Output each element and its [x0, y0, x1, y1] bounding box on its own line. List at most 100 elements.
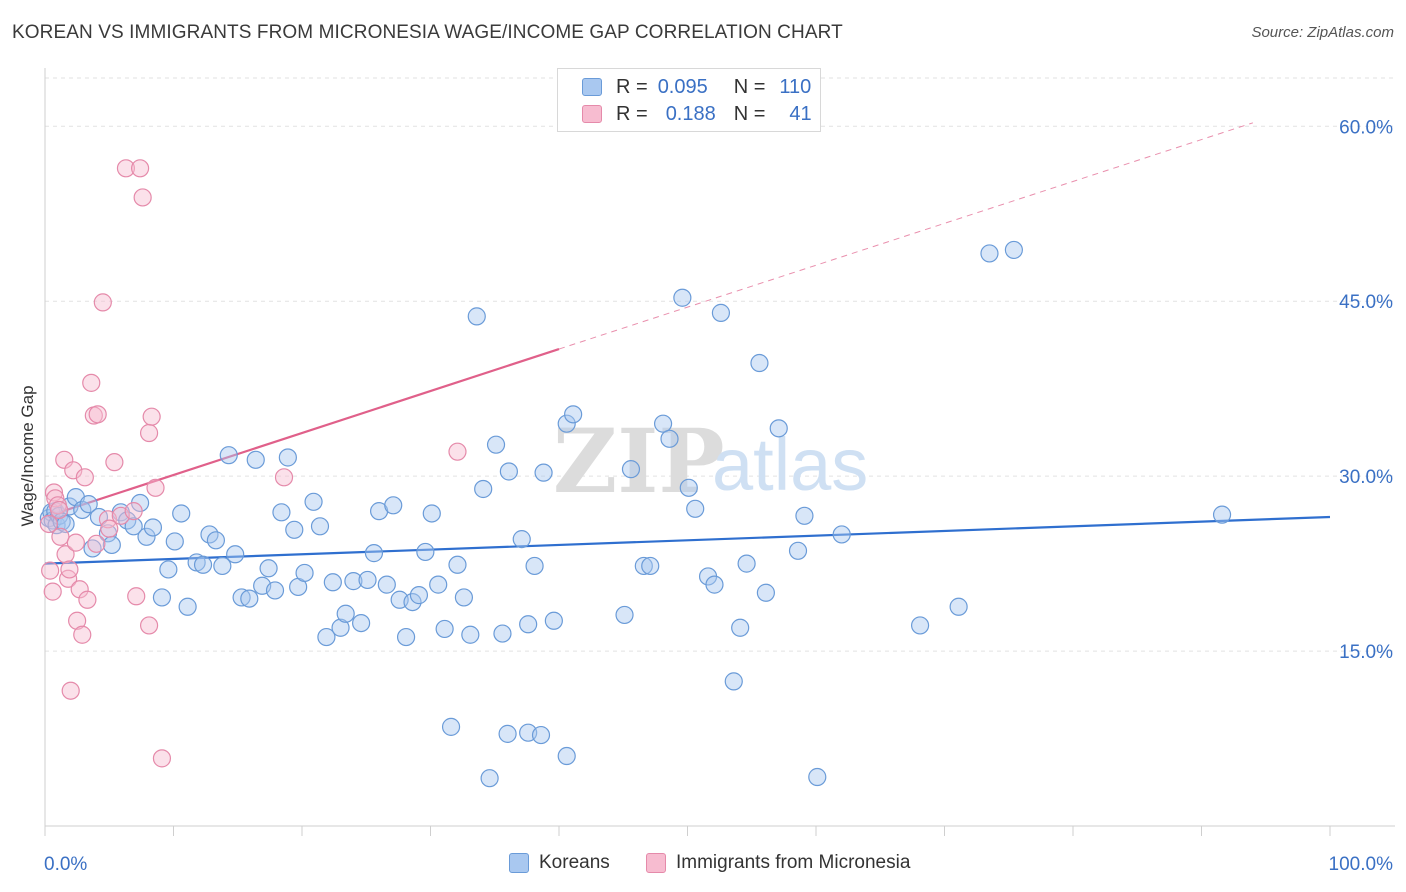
point-koreans: [808, 767, 827, 787]
watermark-zip: ZIP: [553, 409, 725, 513]
legend-n-label: N =: [733, 75, 766, 98]
legend-r-value: 0.188: [665, 102, 716, 125]
chart-source: Source: ZipAtlas.com: [1251, 24, 1394, 41]
point-micronesia: [78, 590, 97, 609]
point-koreans: [557, 414, 576, 433]
point-koreans: [364, 544, 384, 563]
y-axis-label: Wage/Income Gap: [18, 385, 37, 526]
point-koreans: [377, 575, 396, 594]
point-koreans: [124, 517, 143, 536]
point-koreans: [358, 570, 377, 590]
point-koreans: [832, 525, 851, 544]
stats-legend: R = 0.095 N = 110 R = 0.188 N = 41: [557, 68, 821, 132]
point-koreans: [178, 597, 197, 616]
point-koreans: [557, 746, 576, 766]
point-koreans: [206, 531, 226, 550]
point-koreans: [317, 627, 336, 647]
point-koreans: [788, 541, 808, 560]
chart-title: KOREAN VS IMMIGRANTS FROM MICRONESIA WAG…: [12, 22, 843, 43]
point-micronesia: [82, 373, 101, 392]
point-micronesia: [93, 293, 112, 312]
point-koreans: [295, 563, 314, 583]
legend-n-value: 41: [789, 102, 812, 125]
point-koreans: [498, 724, 517, 743]
point-koreans: [750, 353, 769, 373]
x-tick-label-end: 100.0%: [1329, 854, 1394, 875]
point-koreans: [79, 495, 98, 514]
point-koreans: [653, 414, 673, 433]
point-koreans: [525, 556, 544, 576]
point-koreans: [910, 616, 930, 635]
point-koreans: [1212, 505, 1232, 524]
point-koreans: [499, 462, 518, 481]
point-micronesia: [133, 188, 152, 207]
point-micronesia: [142, 407, 161, 426]
axes: [44, 68, 1395, 836]
point-koreans: [259, 559, 278, 578]
point-micronesia: [274, 468, 294, 487]
point-koreans: [323, 573, 342, 592]
point-micronesia: [59, 569, 78, 588]
point-koreans: [429, 575, 448, 594]
point-koreans: [621, 460, 641, 479]
point-koreans: [534, 463, 553, 482]
point-koreans: [331, 618, 350, 637]
point-koreans: [409, 586, 429, 605]
point-koreans: [137, 527, 156, 546]
y-tick-label: 60.0%: [1339, 117, 1393, 138]
tick-labels: 15.0% 30.0% 45.0% 60.0% 0.0% 100.0% Wage/Incom…: [18, 117, 1393, 875]
series-label-micronesia: Immigrants from Micronesia: [676, 852, 911, 873]
trend-line-koreans: [44, 515, 1331, 565]
point-micronesia: [146, 478, 165, 497]
point-koreans: [1004, 240, 1023, 260]
point-micronesia: [73, 625, 92, 644]
point-koreans: [336, 604, 355, 623]
legend-r-label: R =: [616, 102, 648, 125]
y-tick-label: 30.0%: [1339, 467, 1393, 488]
point-koreans: [795, 506, 814, 525]
point-koreans: [737, 554, 756, 573]
point-koreans: [731, 618, 750, 637]
point-koreans: [769, 419, 788, 438]
point-koreans: [240, 589, 259, 608]
point-koreans: [474, 479, 493, 499]
point-koreans: [454, 588, 474, 607]
point-micronesia: [39, 514, 58, 534]
point-micronesia: [139, 423, 159, 443]
point-koreans: [310, 517, 330, 536]
point-micronesia: [66, 533, 85, 552]
point-koreans: [544, 611, 563, 630]
point-koreans: [467, 307, 486, 326]
point-micronesia: [87, 534, 106, 553]
legend-r-label: R =: [616, 75, 648, 98]
point-micronesia: [105, 453, 124, 472]
point-koreans: [461, 625, 480, 644]
point-koreans: [641, 556, 660, 576]
point-koreans: [949, 597, 968, 616]
series-legend-koreans: Koreans: [509, 852, 610, 874]
point-micronesia: [64, 461, 83, 480]
point-micronesia: [60, 560, 79, 579]
point-micronesia: [127, 587, 146, 606]
watermark-atlas: atlas: [712, 423, 868, 506]
point-koreans: [344, 572, 363, 591]
point-koreans: [102, 535, 121, 555]
point-koreans: [213, 556, 232, 576]
point-koreans: [634, 556, 653, 576]
legend-n-value: 110: [779, 75, 812, 98]
point-micronesia: [448, 442, 467, 461]
point-koreans: [232, 588, 251, 607]
legend-row-micronesia: R = 0.188 N = 41: [582, 101, 812, 127]
point-koreans: [448, 555, 467, 574]
point-koreans: [615, 605, 634, 625]
grid-lines: [45, 77, 1395, 652]
series-swatch-micronesia: [646, 853, 666, 873]
point-koreans: [265, 581, 285, 600]
data-points: [39, 159, 1232, 788]
point-koreans: [705, 575, 724, 594]
point-koreans: [143, 518, 163, 537]
point-micronesia: [51, 527, 70, 546]
point-koreans: [422, 504, 441, 523]
point-micronesia: [75, 468, 94, 487]
point-koreans: [435, 619, 454, 639]
